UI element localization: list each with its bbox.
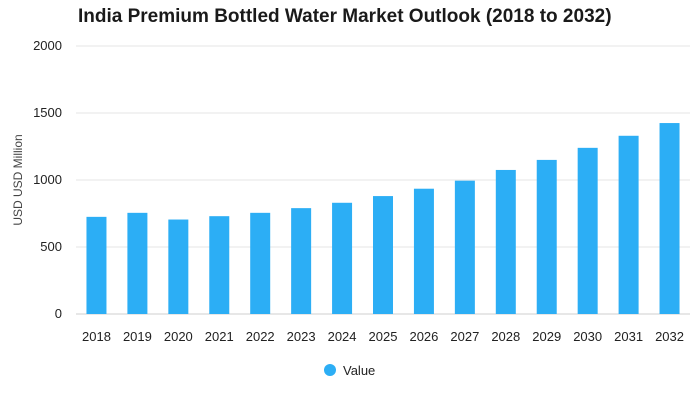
y-tick-label: 2000 (33, 38, 62, 53)
x-tick-label: 2030 (573, 329, 602, 344)
bars (86, 123, 680, 314)
bar-2019[interactable] (127, 212, 148, 314)
bar-2032[interactable] (659, 123, 680, 314)
x-tick-label: 2024 (328, 329, 357, 344)
bar-2022[interactable] (250, 212, 271, 314)
x-tick-label: 2031 (614, 329, 643, 344)
bar-2026[interactable] (413, 188, 434, 314)
y-tick-label: 1500 (33, 105, 62, 120)
x-tick-label: 2023 (287, 329, 316, 344)
x-tick-label: 2032 (655, 329, 684, 344)
y-tick-label: 0 (55, 306, 62, 321)
bar-2024[interactable] (332, 202, 353, 314)
legend-label-value[interactable]: Value (343, 363, 375, 378)
y-axis-title: USD USD Million (11, 134, 25, 225)
bar-2021[interactable] (209, 216, 230, 314)
y-tick-label: 500 (40, 239, 62, 254)
bar-2025[interactable] (373, 196, 393, 314)
x-tick-label: 2028 (491, 329, 520, 344)
bar-2031[interactable] (618, 135, 639, 314)
legend[interactable]: Value (324, 363, 375, 378)
x-tick-label: 2021 (205, 329, 234, 344)
x-tick-label: 2025 (369, 329, 398, 344)
x-tick-label: 2029 (532, 329, 561, 344)
x-tick-label: 2022 (246, 329, 275, 344)
bar-2030[interactable] (577, 147, 598, 314)
bar-2029[interactable] (536, 159, 557, 314)
x-tick-label: 2027 (450, 329, 479, 344)
bar-2023[interactable] (291, 208, 312, 314)
bar-2028[interactable] (495, 169, 516, 314)
bar-2020[interactable] (168, 219, 189, 314)
legend-swatch-value[interactable] (324, 364, 336, 376)
bar-2027[interactable] (454, 180, 475, 314)
x-tick-label: 2020 (164, 329, 193, 344)
y-tick-label: 1000 (33, 172, 62, 187)
chart-title: India Premium Bottled Water Market Outlo… (78, 6, 612, 27)
x-axis-ticks: 2018 2019 2020 2021 2022 2023 2024 2025 2026 2027… (82, 329, 684, 344)
bar-2018[interactable] (86, 216, 107, 314)
y-axis-ticks: 0 500 1000 1500 2000 (33, 38, 62, 321)
x-tick-label: 2018 (82, 329, 111, 344)
x-tick-label: 2026 (409, 329, 438, 344)
x-tick-label: 2019 (123, 329, 152, 344)
